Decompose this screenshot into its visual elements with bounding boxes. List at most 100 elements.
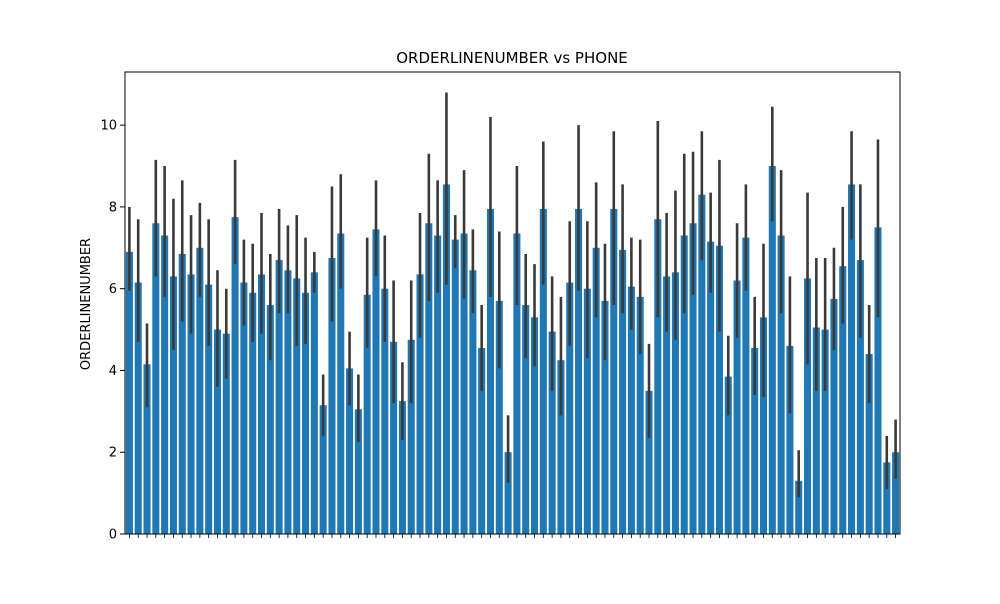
bar: [592, 247, 600, 534]
bar: [522, 305, 530, 534]
bar: [530, 317, 539, 534]
bar: [583, 288, 591, 534]
bar: [469, 270, 477, 534]
bar: [865, 354, 873, 534]
bar: [495, 300, 503, 534]
bar: [363, 294, 371, 534]
bar: [830, 298, 838, 534]
bar: [548, 331, 556, 534]
y-tick-label: 6: [109, 282, 117, 297]
bar: [698, 194, 706, 534]
y-tick-label: 8: [109, 200, 117, 215]
bar: [680, 235, 688, 535]
bar: [777, 235, 785, 535]
bar: [724, 376, 732, 534]
bar: [284, 270, 292, 534]
bar: [346, 368, 354, 534]
bar: [671, 272, 679, 534]
bar: [213, 329, 221, 534]
bar: [566, 282, 574, 534]
bar: [337, 233, 345, 534]
bar: [372, 229, 380, 534]
bar: [407, 339, 415, 534]
y-tick-label: 4: [109, 364, 117, 379]
bar: [636, 296, 644, 534]
bar: [187, 274, 195, 534]
bar: [874, 227, 882, 535]
bar: [231, 217, 239, 534]
bar: [222, 333, 230, 534]
bar: [848, 184, 856, 534]
bar: [319, 405, 327, 534]
bar: [381, 288, 389, 534]
bar: [804, 278, 812, 534]
bar: [892, 452, 900, 534]
bar: [442, 184, 450, 534]
y-tick-label: 10: [100, 119, 117, 134]
bar: [610, 208, 618, 534]
bar: [240, 282, 248, 534]
bar: [205, 284, 213, 534]
bar: [663, 276, 671, 534]
bar: [293, 278, 301, 534]
plot-frame: [124, 71, 901, 535]
bar: [478, 347, 486, 534]
chart-title: ORDERLINENUMBER vs PHONE: [396, 49, 628, 67]
bar: [169, 276, 177, 534]
bar: [627, 286, 635, 534]
bar: [257, 274, 266, 534]
bar: [856, 260, 864, 534]
bar: [715, 245, 723, 534]
bar: [354, 409, 362, 534]
y-tick-label: 0: [109, 528, 117, 543]
bar: [425, 223, 433, 534]
plot-area: 0 2 4 6 8 10: [100, 71, 901, 543]
bar: [161, 235, 169, 535]
bar: [390, 341, 398, 534]
bar: [310, 272, 318, 534]
bar: [821, 329, 829, 534]
bar: [795, 480, 803, 534]
bar: [883, 462, 891, 534]
bar: [152, 223, 160, 534]
bar: [504, 452, 512, 534]
bar: [751, 347, 759, 534]
bar: [266, 305, 274, 534]
bar: [451, 239, 459, 534]
bar: [733, 280, 741, 534]
bar: [196, 247, 204, 534]
bar: [812, 327, 820, 534]
bar: [249, 292, 257, 534]
bar: [742, 237, 750, 534]
bar: [786, 345, 794, 534]
bar: [759, 317, 768, 534]
bar: [416, 274, 424, 534]
bar: [839, 266, 847, 534]
bar: [654, 219, 662, 534]
bar: [178, 253, 186, 534]
bar: [134, 282, 142, 534]
bar: [486, 208, 495, 534]
y-tick-label: 2: [109, 446, 117, 461]
bar: [302, 292, 310, 534]
bar: [557, 360, 565, 534]
bar: [328, 258, 336, 534]
bar: [707, 241, 715, 535]
bar: [275, 260, 283, 534]
bar: [398, 401, 406, 534]
bar: [539, 208, 547, 534]
y-axis-label: ORDERLINENUMBER: [79, 238, 94, 370]
bar: [460, 233, 468, 534]
bar: [575, 208, 583, 534]
bar: [689, 223, 697, 534]
bar: [768, 166, 776, 535]
bar: [143, 364, 151, 534]
bar: [513, 233, 521, 534]
bar: [434, 235, 442, 535]
bar: [645, 390, 653, 534]
bar: [601, 300, 609, 534]
bar: [619, 249, 627, 534]
bar: [125, 251, 133, 534]
